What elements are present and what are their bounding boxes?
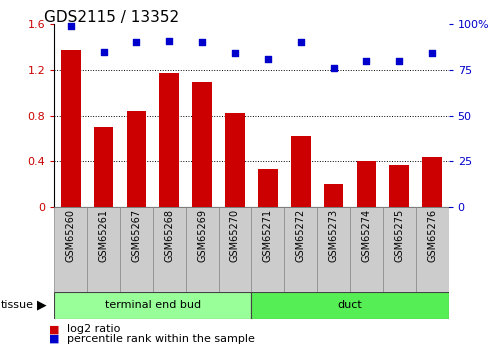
Bar [291,136,311,207]
Text: GSM65260: GSM65260 [66,209,75,262]
Bar [324,184,344,207]
Text: GSM65269: GSM65269 [197,209,207,262]
Bar [258,169,278,207]
Bar [159,73,179,207]
Bar [251,292,449,319]
Text: tissue: tissue [0,300,34,310]
Text: GDS2115 / 13352: GDS2115 / 13352 [44,10,179,25]
Text: GSM65276: GSM65276 [427,209,437,262]
Bar [317,207,350,292]
Bar [192,82,212,207]
Text: log2 ratio: log2 ratio [67,325,120,334]
Text: duct: duct [338,300,362,310]
Bar [186,207,218,292]
Bar [416,207,449,292]
Bar [350,207,383,292]
Bar [127,111,146,207]
Text: GSM65270: GSM65270 [230,209,240,262]
Bar [54,292,251,319]
Text: GSM65275: GSM65275 [394,209,404,262]
Bar [94,127,113,207]
Bar [284,207,317,292]
Bar [225,113,245,207]
Bar [218,207,251,292]
Text: percentile rank within the sample: percentile rank within the sample [67,334,254,344]
Point [330,65,338,71]
Text: GSM65272: GSM65272 [296,209,306,262]
Point [100,49,107,54]
Text: GSM65261: GSM65261 [99,209,108,262]
Bar [423,157,442,207]
Point [67,23,74,29]
Point [395,58,403,63]
Point [198,40,206,45]
Point [362,58,370,63]
Point [133,40,141,45]
Point [428,51,436,56]
Bar [54,207,87,292]
Bar [120,207,153,292]
Bar [389,165,409,207]
Bar [251,207,284,292]
Text: GSM65268: GSM65268 [164,209,174,262]
Bar [61,50,80,207]
Text: ■: ■ [49,334,60,344]
Text: GSM65267: GSM65267 [132,209,141,262]
Point [165,38,173,43]
Bar [87,207,120,292]
Bar [356,161,376,207]
Text: GSM65271: GSM65271 [263,209,273,262]
Bar [383,207,416,292]
Point [231,51,239,56]
Text: GSM65274: GSM65274 [361,209,371,262]
Point [297,40,305,45]
Bar [153,207,186,292]
Text: ■: ■ [49,325,60,334]
Text: ▶: ▶ [37,299,47,312]
Point [264,56,272,62]
Text: GSM65273: GSM65273 [329,209,339,262]
Text: terminal end bud: terminal end bud [105,300,201,310]
